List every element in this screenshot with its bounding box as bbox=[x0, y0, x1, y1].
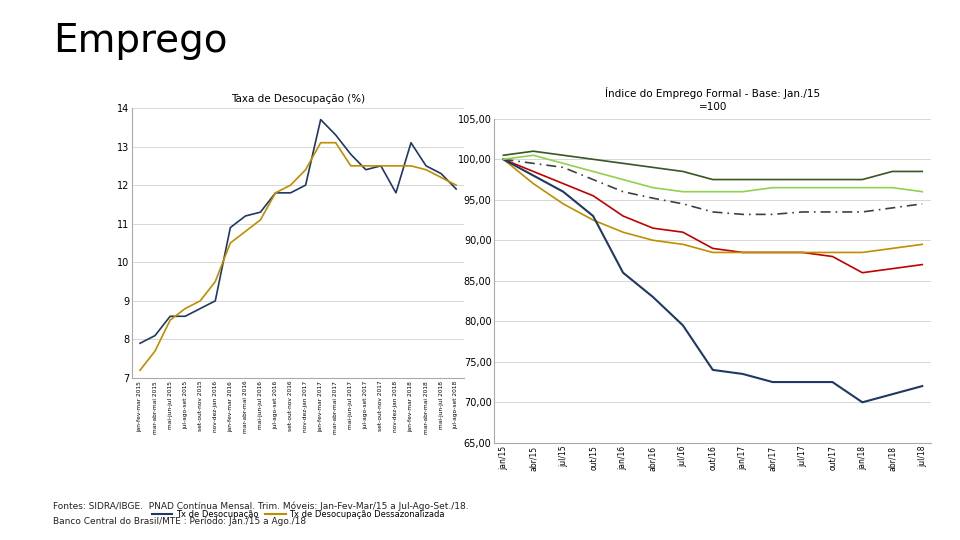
Text: Emprego: Emprego bbox=[53, 22, 228, 59]
Title: Índice do Emprego Formal - Base: Jan./15
=100: Índice do Emprego Formal - Base: Jan./15… bbox=[605, 87, 821, 112]
Text: Banco Central do Brasil/MTE : Período: Jan./15 a Ago./18: Banco Central do Brasil/MTE : Período: J… bbox=[53, 517, 306, 526]
Legend: Tx de Desocupação, Tx de Desocupação Dessazonalizada: Tx de Desocupação, Tx de Desocupação Des… bbox=[148, 507, 448, 522]
Text: Fontes: SIDRA/IBGE.  PNAD Contínua Mensal. Trim. Móveis: Jan-Fev-Mar/15 a Jul-Ag: Fontes: SIDRA/IBGE. PNAD Contínua Mensal… bbox=[53, 501, 468, 511]
Title: Taxa de Desocupação (%): Taxa de Desocupação (%) bbox=[231, 94, 365, 104]
